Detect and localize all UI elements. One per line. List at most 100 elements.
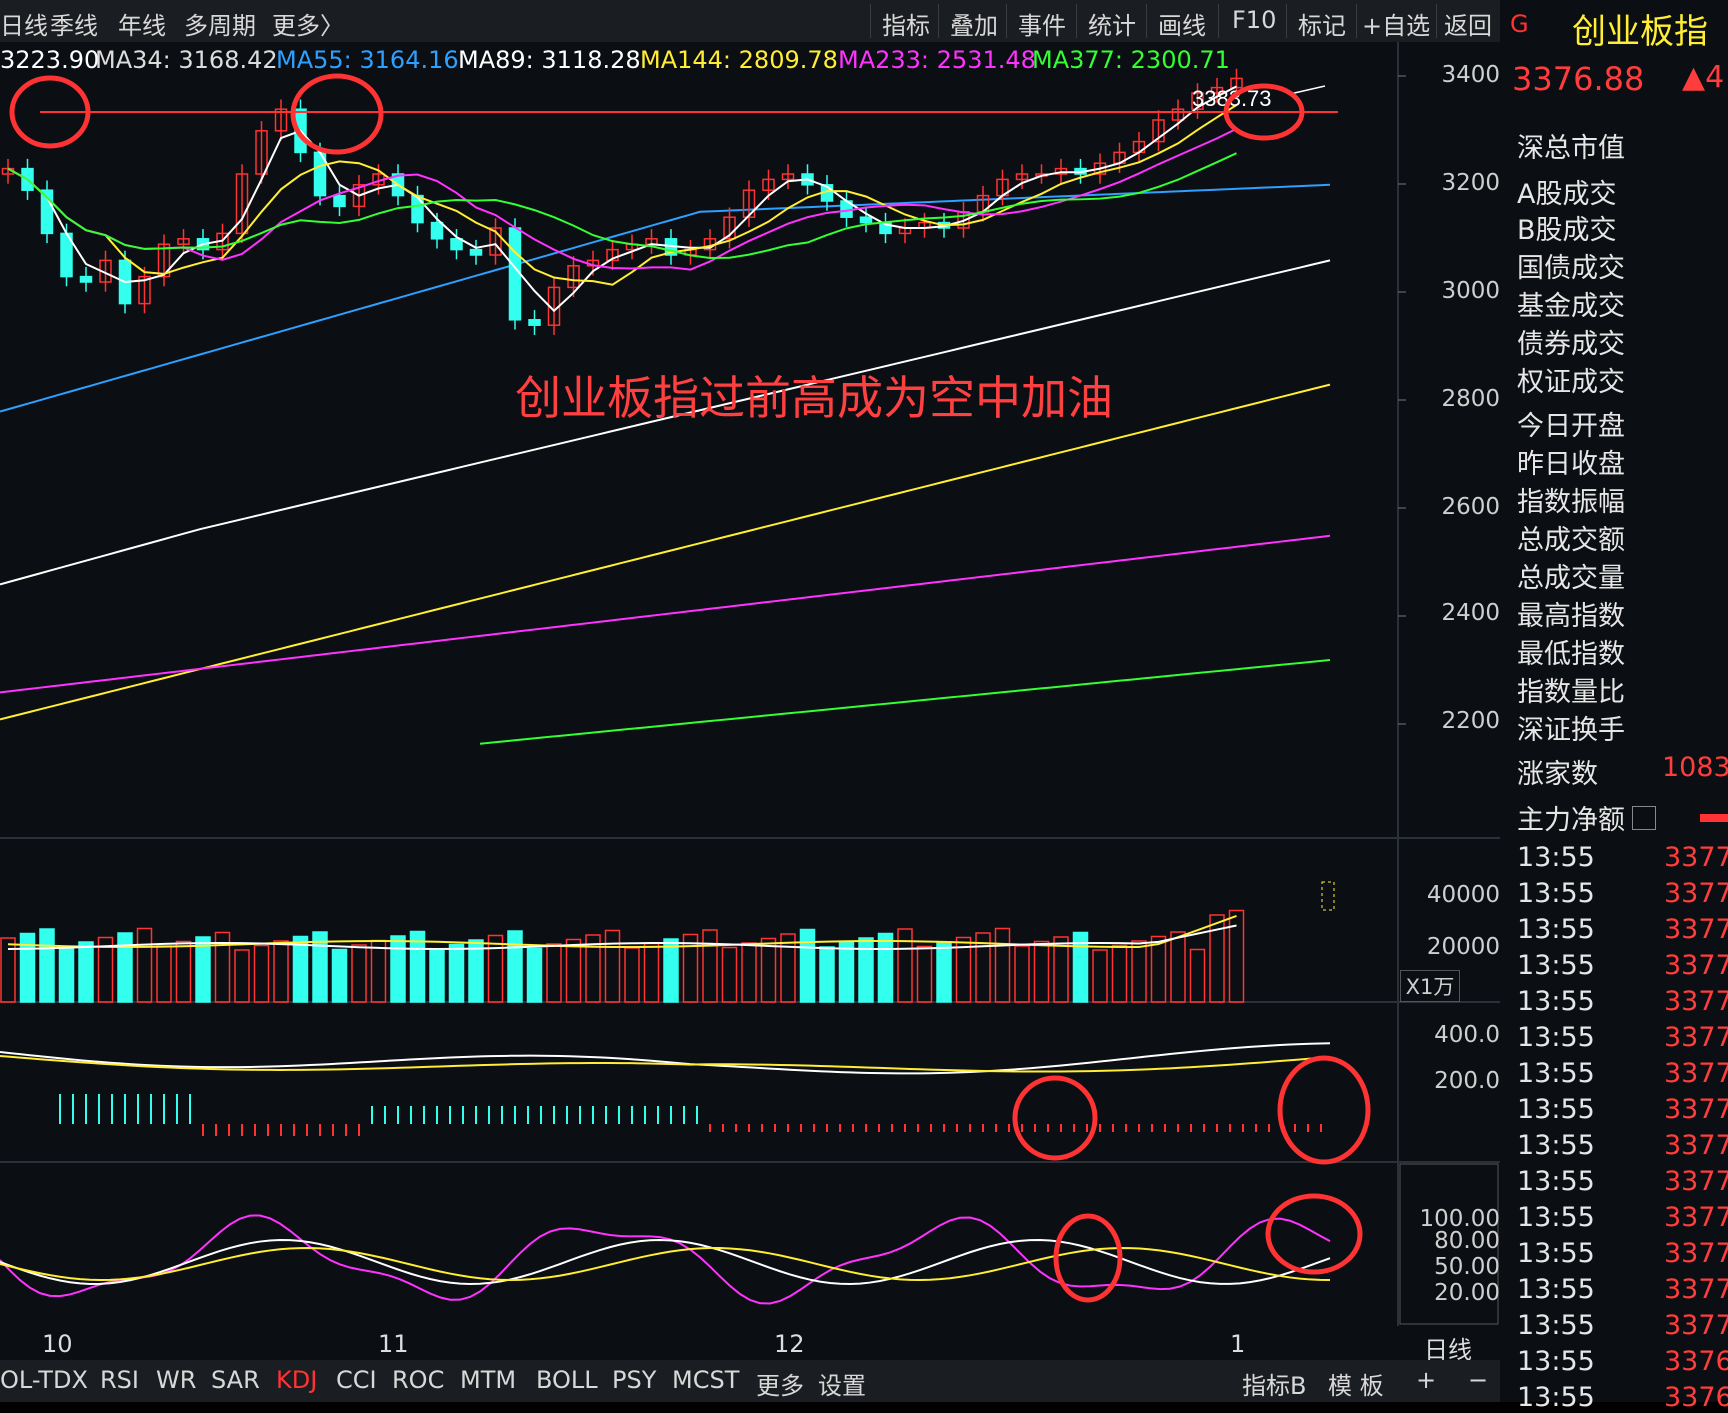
volume-bar — [858, 937, 874, 1003]
panel-field-label: A股成交 — [1517, 179, 1617, 210]
tick-price: 3377 — [1664, 1094, 1728, 1125]
zoom-out-button[interactable]: − — [1468, 1366, 1489, 1394]
tool-mark[interactable]: 标记 — [1298, 12, 1346, 40]
tool-indicator[interactable]: 指标 — [882, 12, 930, 40]
tool-add-watchlist[interactable]: +自选 — [1362, 12, 1431, 40]
price-axis-3000: 3000 — [1441, 278, 1500, 304]
tool-events[interactable]: 事件 — [1018, 12, 1066, 40]
candle-body — [1210, 86, 1224, 94]
period-more[interactable]: 更多〉 — [272, 12, 344, 40]
panel-field-label: 总成交额 — [1517, 525, 1625, 556]
volume-bar — [760, 937, 777, 1003]
peak-arrow — [1289, 85, 1326, 95]
tick-price: 3377 — [1664, 842, 1728, 873]
tab-more[interactable]: 更多 — [756, 1372, 804, 1400]
tool-f10[interactable]: F10 — [1232, 6, 1277, 34]
candle-body — [1152, 119, 1165, 143]
ma-legend-item: MA34: 3168.42 — [95, 46, 278, 74]
panel-badge: G — [1510, 10, 1529, 38]
tab-rsi[interactable]: RSI — [100, 1366, 139, 1394]
candle-body — [40, 189, 54, 235]
candle-body — [177, 238, 190, 245]
highlight-circle — [9, 75, 91, 149]
candle-body — [157, 243, 171, 278]
candle-body — [430, 221, 444, 240]
top-toolbar: 日线 季线 年线 多周期 更多〉 指标 叠加 事件 统计 画线 F10 标记 +… — [0, 0, 1500, 42]
indicator-b-button[interactable]: 指标B — [1242, 1372, 1307, 1400]
tick-price: 3377 — [1664, 1238, 1728, 1269]
volume-bar — [721, 946, 738, 1003]
tool-draw[interactable]: 画线 — [1158, 12, 1206, 40]
panel-field-label: 今日开盘 — [1517, 411, 1625, 442]
panel-change: ▲4 — [1682, 60, 1725, 95]
tab-vol-tdx[interactable]: OL-TDX — [0, 1366, 88, 1394]
volume-bar — [1131, 940, 1147, 1003]
tick-price: 3376 — [1664, 1346, 1728, 1377]
x-axis-11: 11 — [378, 1330, 409, 1358]
price-axis-2200: 2200 — [1441, 708, 1500, 734]
ma55-line — [0, 183, 1331, 413]
macd-dea-line — [0, 1055, 1331, 1073]
tab-psy[interactable]: PSY — [612, 1366, 657, 1394]
tick-price: 3377 — [1664, 950, 1728, 981]
tick-time: 13:55 — [1517, 1202, 1595, 1233]
kline-chart[interactable]: 3383.73 — [0, 0, 1500, 1360]
tool-stats[interactable]: 统计 — [1088, 12, 1136, 40]
list-icon[interactable] — [1632, 806, 1656, 830]
volume-bar — [1209, 914, 1225, 1003]
tab-sar[interactable]: SAR — [211, 1366, 260, 1394]
tick-price: 3377 — [1664, 1058, 1728, 1089]
volume-bar — [955, 936, 972, 1003]
volume-bar — [351, 944, 367, 1003]
period-season[interactable]: 季线 — [50, 12, 98, 40]
tab-roc[interactable]: ROC — [392, 1366, 445, 1394]
zoom-in-button[interactable]: + — [1416, 1366, 1437, 1394]
period-year[interactable]: 年线 — [118, 12, 166, 40]
volume-bar — [838, 941, 855, 1003]
ma20-line — [7, 127, 1237, 271]
tab-mcst[interactable]: MCST — [672, 1366, 740, 1394]
volume-bar — [526, 947, 543, 1003]
tick-time: 13:55 — [1517, 914, 1595, 945]
price-axis-3400: 3400 — [1441, 62, 1500, 88]
tick-time: 13:55 — [1517, 842, 1595, 873]
volume-bar — [97, 936, 114, 1003]
period-day[interactable]: 日线 — [0, 12, 48, 40]
tab-settings[interactable]: 设置 — [818, 1372, 866, 1400]
volume-bar — [877, 932, 894, 1003]
volume-bar — [546, 943, 562, 1003]
x-axis-10: 10 — [42, 1330, 73, 1358]
tick-price: 3376 — [1664, 1382, 1728, 1413]
x-axis-12: 12 — [774, 1330, 805, 1358]
tick-time: 13:55 — [1517, 950, 1595, 981]
tool-back[interactable]: 返回 — [1444, 12, 1492, 40]
main-force-bar — [1700, 814, 1728, 822]
macd-axis-200: 200.0 — [1434, 1068, 1500, 1094]
volume-bar — [1228, 909, 1245, 1003]
tool-overlay[interactable]: 叠加 — [950, 12, 998, 40]
panel-field-label: 指数量比 — [1517, 677, 1625, 708]
tab-cci[interactable]: CCI — [336, 1366, 377, 1394]
tab-kdj[interactable]: KDJ — [276, 1366, 318, 1394]
tick-time: 13:55 — [1517, 1058, 1595, 1089]
ma-legend-item: MA55: 3164.16 — [276, 46, 459, 74]
tab-boll[interactable]: BOLL — [536, 1366, 598, 1394]
kdj-axis-20: 20.00 — [1434, 1280, 1500, 1306]
template-button[interactable]: 模 板 — [1328, 1372, 1384, 1400]
ma144-line — [0, 383, 1331, 721]
tab-wr[interactable]: WR — [156, 1366, 197, 1394]
candle-body — [411, 194, 424, 224]
volume-bar — [39, 928, 55, 1003]
volume-bar — [370, 939, 387, 1003]
period-multi[interactable]: 多周期 — [184, 12, 256, 40]
tick-time: 13:55 — [1517, 1346, 1595, 1377]
tick-time: 13:55 — [1517, 1166, 1595, 1197]
volume-bar — [253, 944, 270, 1003]
volume-axis-40000: 40000 — [1426, 882, 1500, 908]
tab-mtm[interactable]: MTM — [460, 1366, 517, 1394]
panel-field-label: 债券成交 — [1517, 329, 1625, 360]
volume-bar — [487, 934, 504, 1003]
volume-bar — [234, 949, 250, 1003]
period-label[interactable]: 日线 — [1424, 1336, 1472, 1364]
